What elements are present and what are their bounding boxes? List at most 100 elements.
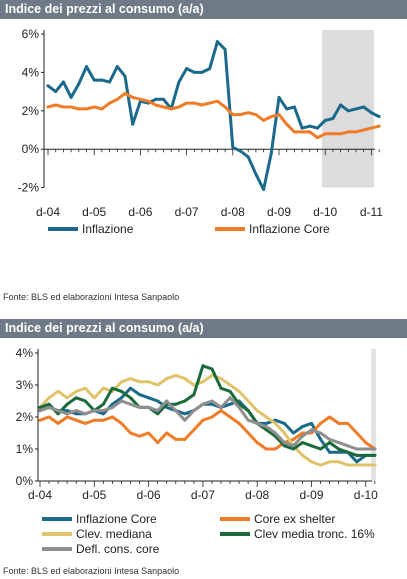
c2-point-clev-media-tronc-16 bbox=[83, 399, 87, 403]
c2-point-core-ex-shelter bbox=[273, 447, 277, 451]
c2-point-clev-mediana bbox=[129, 377, 132, 381]
c1-point-inflazione-core bbox=[308, 130, 312, 134]
c1-x-tick-label: d-04 bbox=[36, 205, 60, 219]
c2-point-core-ex-shelter bbox=[156, 441, 160, 445]
c2-point-defl-cons-core bbox=[300, 434, 304, 438]
c2-legend-label-clev-mediana: Clev. mediana bbox=[76, 527, 152, 541]
c1-point-inflazione bbox=[339, 103, 343, 107]
c2-point-core-ex-shelter bbox=[47, 415, 51, 419]
c2-point-inflazione-core bbox=[282, 421, 286, 425]
c2-point-core-ex-shelter bbox=[346, 421, 350, 425]
c2-point-clev-mediana bbox=[337, 460, 341, 464]
c2-point-clev-mediana bbox=[83, 386, 87, 390]
c1-point-inflazione bbox=[300, 126, 304, 130]
c2-point-clev-mediana bbox=[246, 399, 250, 403]
c2-point-defl-cons-core bbox=[282, 441, 286, 445]
c1-x-tick-label: d-09 bbox=[267, 205, 291, 219]
chart2-plot: 0% 1% 2% 3% 4% d-04 d-05 d-06 d-07 d-08 d-09 d-10 In… bbox=[16, 346, 378, 556]
c2-point-clev-media-tronc-16 bbox=[364, 453, 368, 457]
c1-point-inflazione-core bbox=[346, 130, 350, 134]
c2-legend-label-core-ex-shelter: Core ex shelter bbox=[254, 512, 335, 526]
c2-point-clev-media-tronc-16 bbox=[201, 364, 205, 368]
c2-point-defl-cons-core bbox=[83, 412, 87, 416]
c1-point-inflazione-core bbox=[269, 115, 273, 119]
c1-point-inflazione bbox=[177, 80, 181, 84]
c2-point-clev-mediana bbox=[165, 377, 169, 381]
c2-point-clev-media-tronc-16 bbox=[246, 409, 250, 413]
c2-point-clev-mediana bbox=[119, 380, 123, 384]
c2-point-defl-cons-core bbox=[101, 409, 105, 413]
c2-point-clev-media-tronc-16 bbox=[319, 447, 323, 451]
c1-point-inflazione bbox=[77, 82, 81, 86]
c2-point-core-ex-shelter bbox=[364, 441, 368, 445]
c1-point-inflazione bbox=[362, 105, 366, 109]
c1-point-inflazione bbox=[162, 97, 165, 101]
c2-point-defl-cons-core bbox=[273, 431, 277, 435]
c2-x-tick-label: d-10 bbox=[354, 488, 378, 502]
c2-point-clev-media-tronc-16 bbox=[219, 386, 223, 390]
c2-point-core-ex-shelter bbox=[210, 415, 214, 419]
c2-point-clev-mediana bbox=[65, 396, 69, 400]
c2-point-clev-media-tronc-16 bbox=[337, 447, 341, 451]
c2-point-defl-cons-core bbox=[192, 409, 196, 413]
c2-point-defl-cons-core bbox=[364, 447, 368, 451]
c1-point-inflazione bbox=[123, 74, 127, 78]
c1-point-inflazione bbox=[192, 70, 196, 74]
c2-x-tick-label: d-07 bbox=[191, 488, 215, 502]
c2-point-clev-mediana bbox=[319, 463, 323, 467]
c2-point-defl-cons-core bbox=[246, 418, 250, 422]
c2-point-defl-cons-core bbox=[310, 428, 313, 432]
c2-point-core-ex-shelter bbox=[38, 418, 42, 422]
c1-point-inflazione-core bbox=[208, 101, 212, 105]
c1-point-inflazione-core bbox=[100, 107, 104, 111]
c2-point-clev-media-tronc-16 bbox=[291, 447, 295, 451]
c1-point-inflazione bbox=[69, 95, 73, 99]
c2-point-clev-media-tronc-16 bbox=[38, 405, 42, 409]
c1-x-tick-label: d-05 bbox=[82, 205, 106, 219]
c1-point-inflazione bbox=[316, 126, 319, 130]
c2-point-core-ex-shelter bbox=[228, 415, 232, 419]
c2-x-tick-label: d-06 bbox=[137, 488, 161, 502]
c2-point-defl-cons-core bbox=[337, 441, 341, 445]
c2-point-clev-mediana bbox=[264, 415, 268, 419]
c1-point-inflazione bbox=[246, 155, 250, 159]
c2-point-defl-cons-core bbox=[228, 396, 232, 400]
c2-point-inflazione-core bbox=[264, 421, 268, 425]
c2-point-core-ex-shelter bbox=[355, 431, 359, 435]
c2-point-defl-cons-core bbox=[355, 447, 359, 451]
c2-point-clev-mediana bbox=[201, 380, 205, 384]
c1-point-inflazione-core bbox=[177, 105, 181, 109]
c1-point-inflazione-core bbox=[323, 132, 327, 136]
c2-point-core-ex-shelter bbox=[328, 415, 332, 419]
c2-point-defl-cons-core bbox=[74, 409, 78, 413]
c1-point-inflazione-core bbox=[69, 105, 73, 109]
c1-point-inflazione-core bbox=[192, 101, 196, 105]
c1-point-inflazione bbox=[331, 116, 335, 120]
c2-point-clev-mediana bbox=[210, 373, 214, 377]
c2-point-core-ex-shelter bbox=[310, 431, 313, 435]
c1-point-inflazione bbox=[285, 107, 289, 111]
c1-point-inflazione bbox=[215, 40, 219, 44]
c1-point-inflazione bbox=[231, 145, 235, 149]
c2-legend-label-defl-cons-core: Defl. cons. core bbox=[76, 542, 160, 556]
c2-point-inflazione-core bbox=[310, 421, 313, 425]
c1-point-inflazione-core bbox=[300, 130, 304, 134]
c1-y-tick-label: -2% bbox=[18, 181, 40, 195]
c1-point-inflazione bbox=[369, 111, 373, 115]
c2-point-clev-media-tronc-16 bbox=[101, 402, 105, 406]
c1-x-tick-label: d-11 bbox=[360, 205, 383, 219]
c1-point-inflazione bbox=[377, 115, 381, 119]
c1-point-inflazione bbox=[100, 78, 104, 82]
c2-edge-shading bbox=[371, 349, 376, 481]
c2-point-clev-mediana bbox=[364, 463, 368, 467]
c2-point-clev-mediana bbox=[101, 386, 105, 390]
c2-point-defl-cons-core bbox=[210, 399, 214, 403]
c1-point-inflazione bbox=[46, 84, 50, 88]
c1-point-inflazione-core bbox=[377, 124, 381, 128]
c1-x-tick-label: d-08 bbox=[221, 205, 245, 219]
c1-point-inflazione bbox=[61, 80, 65, 84]
c2-point-defl-cons-core bbox=[129, 402, 132, 406]
c1-point-inflazione-core bbox=[169, 107, 173, 111]
c1-point-inflazione bbox=[277, 95, 281, 99]
c2-point-clev-media-tronc-16 bbox=[264, 428, 268, 432]
